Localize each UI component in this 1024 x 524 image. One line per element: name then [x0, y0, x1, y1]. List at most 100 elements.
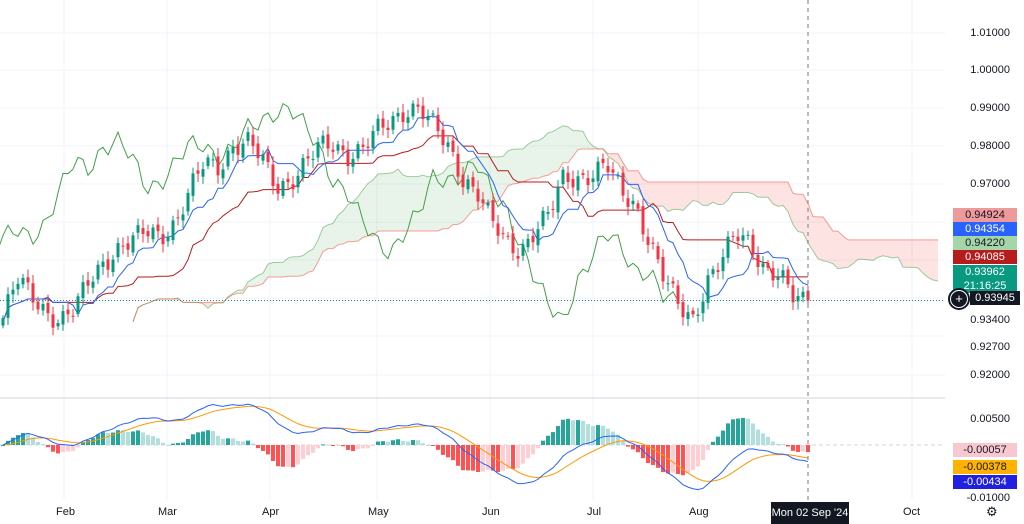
ichimoku-cloud-segment	[703, 182, 708, 206]
macd-histogram-bar	[671, 445, 675, 473]
candle-body	[581, 173, 585, 176]
macd-histogram-bar	[106, 433, 110, 445]
macd-histogram-bar	[536, 445, 540, 449]
tenkan-sen	[2, 115, 809, 322]
macd-histogram-bar	[171, 443, 175, 445]
macd-histogram-bar	[276, 445, 280, 467]
candle-body	[51, 314, 55, 328]
candle-body	[686, 312, 690, 319]
ichimoku-cloud-segment	[618, 153, 623, 173]
ichimoku-cloud-segment	[923, 239, 928, 278]
candle-body	[501, 233, 505, 235]
candle-body	[351, 158, 355, 167]
price-tick: 1.01000	[970, 27, 1010, 39]
macd-histogram-bar	[116, 430, 120, 445]
macd-histogram-bar	[341, 445, 345, 447]
macd-histogram-bar	[661, 445, 665, 473]
macd-histogram-bar	[41, 444, 45, 446]
candle-body	[271, 164, 275, 187]
macd-histogram-bar	[401, 440, 405, 445]
ichimoku-cloud-segment	[248, 278, 253, 287]
ichimoku-cloud-segment	[258, 273, 263, 286]
candle-body	[601, 158, 605, 164]
candle-body	[91, 281, 95, 288]
macd-histogram-bar	[466, 445, 470, 471]
ichimoku-cloud-segment	[388, 172, 393, 231]
candle-body	[231, 147, 235, 154]
time-tick: Apr	[262, 506, 280, 518]
ichimoku-cloud-segment	[918, 239, 923, 274]
ichimoku-cloud-segment	[863, 239, 868, 260]
macd-histogram-bar	[191, 434, 195, 445]
macd-histogram-bar	[386, 441, 390, 445]
ichimoku-cloud-segment	[933, 239, 938, 281]
macd-histogram-bar	[266, 445, 270, 455]
candle-body	[486, 202, 490, 206]
candle-body	[691, 310, 695, 315]
ichimoku-cloud-segment	[713, 182, 718, 205]
candle-body	[541, 210, 545, 227]
ichimoku-cloud-segment	[658, 182, 663, 207]
macd-tick: 0.00500	[970, 413, 1010, 425]
macd-histogram-bar	[221, 438, 225, 445]
macd-histogram-bar	[736, 418, 740, 445]
ichimoku-cloud-segment	[563, 125, 568, 163]
candle-body	[296, 175, 300, 188]
candle-body	[311, 158, 315, 161]
candle-body	[806, 290, 810, 301]
macd-histogram-bar	[726, 423, 730, 445]
candle-body	[66, 309, 70, 315]
candle-body	[276, 183, 280, 194]
macd-histogram-bar	[206, 430, 210, 445]
candle-body	[681, 302, 685, 318]
candle-body	[716, 270, 720, 272]
candle-body	[251, 134, 255, 147]
ichimoku-cloud-segment	[718, 182, 723, 205]
macd-histogram-bar	[331, 445, 335, 446]
candle-body	[576, 176, 580, 191]
macd-histogram-bar	[71, 445, 75, 452]
ichimoku-cloud-segment	[398, 169, 403, 231]
ichimoku-cloud-segment	[533, 140, 538, 179]
ichimoku-cloud-segment	[423, 175, 428, 231]
candle-body	[436, 114, 440, 132]
ichimoku-cloud-segment	[793, 193, 798, 232]
candle-body	[176, 217, 180, 219]
ichimoku-cloud-segment	[358, 189, 363, 242]
ichimoku-cloud-segment	[513, 149, 518, 184]
ichimoku-cloud-segment	[413, 176, 418, 231]
macd-histogram-bar	[781, 444, 785, 446]
candle-body	[121, 245, 125, 247]
price-tick: 0.92000	[970, 369, 1010, 381]
ichimoku-cloud-segment	[328, 223, 333, 249]
candle-body	[446, 142, 450, 147]
ichimoku-cloud-segment	[308, 249, 313, 273]
settings-icon[interactable]: ⚙	[986, 504, 998, 519]
macd-histogram-bar	[31, 437, 35, 445]
ichimoku-cloud-segment	[908, 239, 913, 268]
candle-body	[131, 235, 135, 253]
candle-body	[331, 149, 335, 152]
candle-body	[376, 118, 380, 131]
ichimoku-cloud-segment	[873, 239, 878, 261]
macd-histogram-bar	[651, 445, 655, 466]
macd-histogram-bar	[261, 445, 265, 451]
macd-histogram-bar	[456, 445, 460, 466]
crosshair-date-label: Mon 02 Sep '24	[771, 502, 849, 524]
candle-body	[496, 223, 500, 236]
candle-body	[631, 200, 635, 205]
ichimoku-cloud-segment	[558, 125, 563, 171]
macd-histogram-bar	[391, 440, 395, 445]
candle-body	[81, 282, 85, 299]
ichimoku-cloud-segment	[528, 141, 533, 180]
add-alert-button[interactable]: +	[950, 290, 968, 308]
time-tick: Feb	[56, 506, 75, 518]
macd-histogram-bar	[451, 445, 455, 461]
macd-histogram-bar	[566, 418, 570, 445]
candle-body	[321, 135, 325, 144]
candle-body	[656, 246, 660, 260]
macd-histogram-bar	[211, 431, 215, 445]
candle-body	[361, 144, 365, 147]
macd-histogram-bar	[571, 420, 575, 445]
